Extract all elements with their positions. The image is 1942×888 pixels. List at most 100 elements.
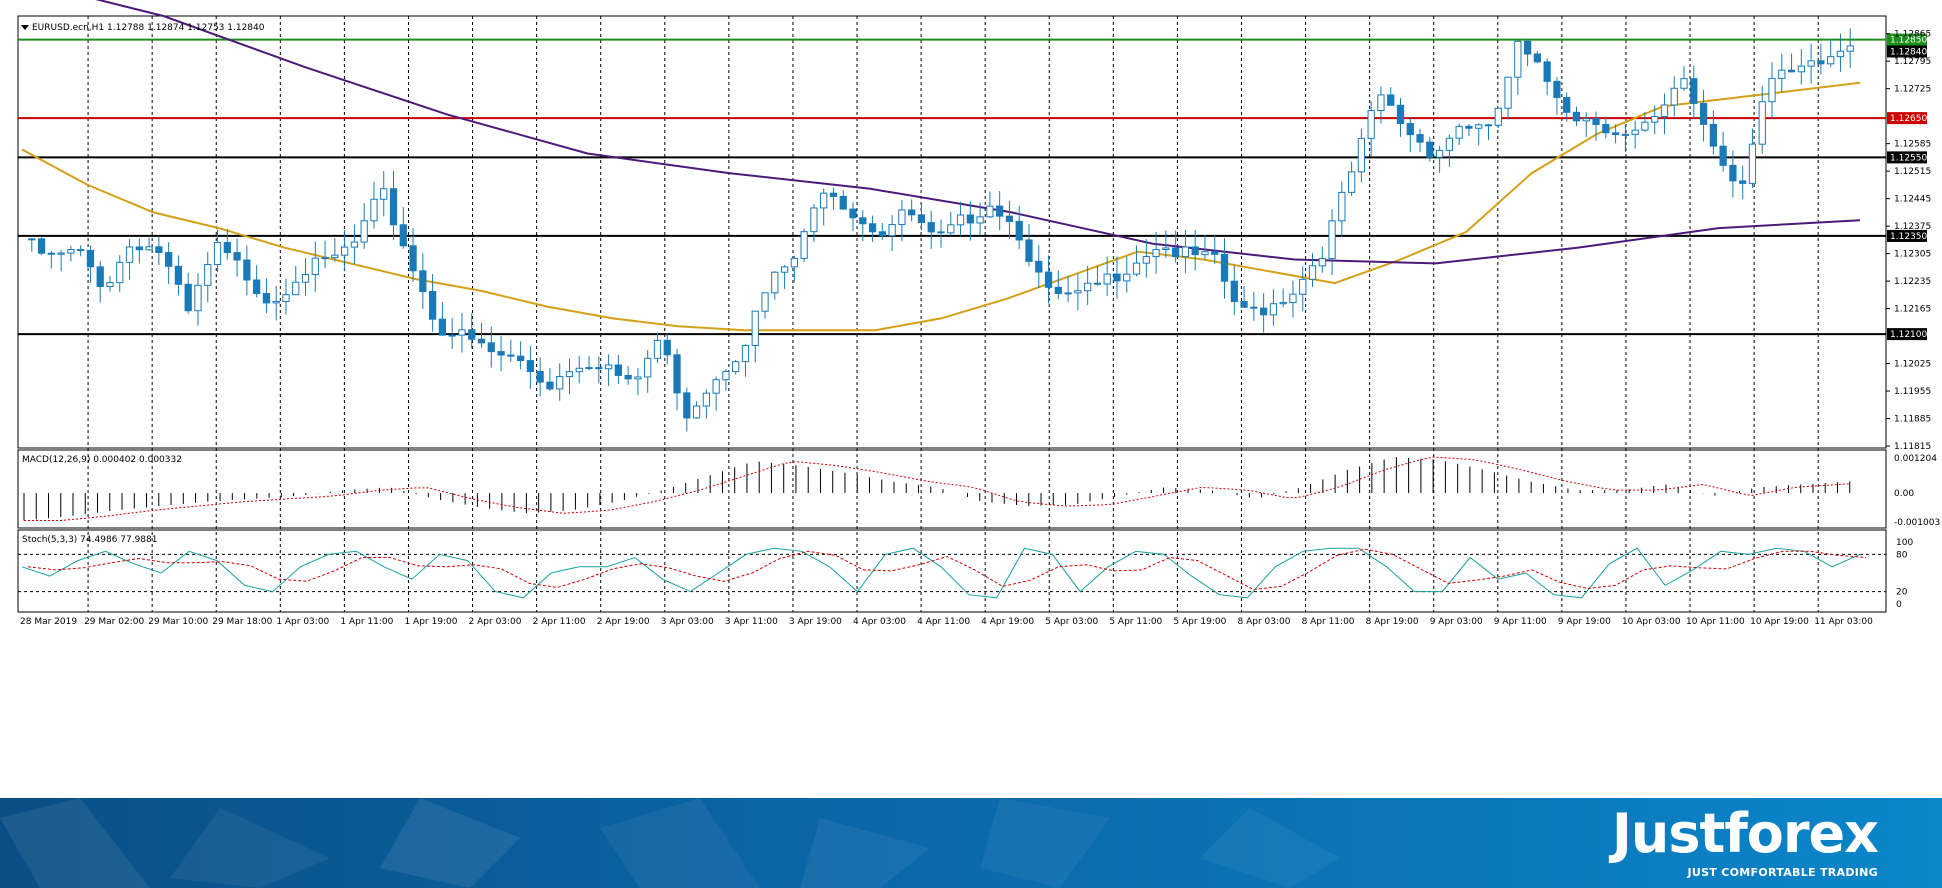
macd-signal-line	[24, 456, 1850, 521]
ma-slow-line	[95, 0, 1861, 265]
symbol-info: EURUSD.ecn,H1 1.12788 1.12874 1.12753 1.…	[32, 23, 265, 33]
bear-candle	[839, 195, 847, 210]
bear-candle	[1113, 273, 1121, 282]
time-tick-label: 4 Apr 19:00	[981, 617, 1034, 627]
bull-candle	[771, 271, 779, 294]
price-level-tag	[1887, 112, 1927, 125]
bear-candle	[409, 245, 417, 272]
bear-candle	[1054, 286, 1062, 294]
bull-candle	[57, 252, 65, 255]
time-tick-label: 1 Apr 19:00	[404, 617, 457, 627]
bull-candle	[1836, 50, 1845, 58]
bear-candle	[233, 252, 241, 261]
bear-candle	[1739, 180, 1747, 184]
bull-candle	[604, 364, 613, 370]
macd-panel	[17, 449, 1887, 529]
bull-candle	[360, 220, 368, 243]
bear-candle	[262, 293, 271, 304]
current-price-tag	[1887, 45, 1927, 58]
candlesticks	[28, 28, 1854, 432]
bull-candle	[692, 405, 701, 419]
time-tick-label: 3 Apr 11:00	[725, 617, 778, 627]
bull-candle	[194, 284, 202, 312]
price-axis: 1.12865 1.12795 1.12725 1.12585 1.12515 1.124…	[1886, 30, 1940, 610]
price-tick-label: 1.12445	[1894, 195, 1931, 205]
bull-candle	[1797, 65, 1805, 73]
price-tick-label: 1.12235	[1894, 277, 1931, 287]
stoch-main-line	[21, 547, 1861, 599]
bear-candle	[399, 224, 407, 247]
bull-candle	[1494, 107, 1502, 126]
bull-candle	[380, 188, 388, 200]
bull-candle	[947, 224, 955, 234]
bull-candle	[1289, 293, 1297, 304]
bear-candle	[184, 283, 192, 312]
bull-candle	[761, 292, 769, 312]
bull-candle	[1846, 45, 1854, 52]
bear-candle	[389, 188, 398, 226]
bear-candle	[966, 214, 974, 224]
bear-candle	[243, 259, 251, 281]
time-tick-label: 8 Apr 03:00	[1237, 617, 1290, 627]
bull-candle	[1670, 87, 1678, 106]
time-tick-label: 10 Apr 19:00	[1750, 617, 1809, 627]
macd-label: MACD(12,26,9) 0.000402 0.000332	[22, 455, 182, 465]
bear-candle	[663, 339, 671, 356]
bull-candle	[1758, 101, 1766, 145]
price-tick-label: 1.11885	[1894, 415, 1931, 425]
bear-candle	[1191, 246, 1199, 256]
bull-candle	[1748, 143, 1757, 184]
time-tick-label: 5 Apr 03:00	[1045, 617, 1098, 627]
bear-candle	[477, 338, 486, 344]
time-tick-label: 4 Apr 11:00	[917, 617, 970, 627]
price-level-value: 1.12350	[1890, 232, 1927, 242]
stoch-tick-label: 20	[1896, 588, 1908, 598]
bear-candle	[1709, 123, 1717, 147]
bear-candle	[878, 231, 886, 237]
bull-candle	[956, 214, 965, 226]
bull-candle	[644, 357, 652, 378]
bull-candle	[1435, 149, 1444, 158]
brand-tagline: JUST COMFORTABLE TRADING	[1687, 866, 1878, 879]
time-tick-label: 8 Apr 19:00	[1366, 617, 1419, 627]
bull-candle	[1621, 133, 1629, 136]
bear-candle	[1592, 118, 1600, 126]
time-tick-label: 2 Apr 03:00	[469, 617, 522, 627]
symbol-header[interactable]: EURUSD.ecn,H1 1.12788 1.12874 1.12753 1.…	[21, 23, 265, 33]
bull-candle	[702, 392, 710, 407]
bear-candle	[1093, 282, 1102, 285]
bull-candle	[331, 254, 339, 259]
bull-candle	[1347, 171, 1356, 193]
time-tick-label: 3 Apr 19:00	[789, 617, 842, 627]
price-tick-label: 1.12865	[1894, 30, 1931, 40]
bear-candle	[927, 222, 935, 233]
bull-candle	[1152, 249, 1160, 258]
time-tick-label: 3 Apr 03:00	[661, 617, 714, 627]
price-tick-label: 1.12165	[1894, 305, 1931, 315]
stoch-tick-label: 80	[1896, 550, 1908, 560]
bear-candle	[77, 249, 85, 252]
price-level-value: 1.12650	[1890, 114, 1927, 124]
time-tick-label: 10 Apr 11:00	[1686, 617, 1745, 627]
trading-chart: 1.128501.126501.125501.123501.121001.128…	[17, 0, 1940, 627]
bull-candle	[145, 246, 153, 251]
bull-candle	[1074, 290, 1082, 294]
bear-candle	[1387, 94, 1395, 106]
bear-candle	[1553, 80, 1561, 99]
time-tick-label: 29 Mar 18:00	[212, 617, 272, 627]
horizontal-levels[interactable]: 1.12850 1.12650 1.12550 1.12350 1.12100 1.128…	[18, 33, 1927, 341]
bear-candle	[1230, 280, 1238, 303]
bull-candle	[204, 264, 212, 286]
dropdown-triangle-icon[interactable]	[21, 25, 29, 30]
current-price-value: 1.12840	[1890, 47, 1927, 57]
bear-candle	[683, 392, 691, 419]
bull-candle	[741, 344, 750, 363]
bear-candle	[1396, 104, 1405, 125]
bull-candle	[1308, 265, 1317, 280]
time-tick-label: 2 Apr 19:00	[597, 617, 650, 627]
bull-candle	[272, 301, 280, 304]
bear-candle	[908, 209, 916, 216]
bull-candle	[1367, 110, 1375, 139]
stoch-panel	[17, 529, 1887, 613]
bear-candle	[1250, 306, 1258, 309]
